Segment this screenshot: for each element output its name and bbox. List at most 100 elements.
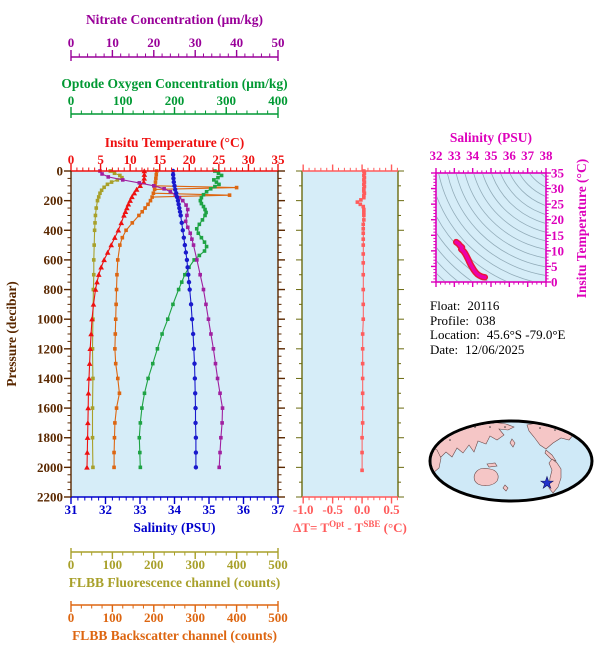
svg-text:20: 20 — [147, 35, 160, 50]
svg-text:400: 400 — [227, 557, 247, 572]
svg-text:15: 15 — [551, 228, 565, 243]
series-backscatter — [112, 169, 239, 470]
svg-text:33: 33 — [134, 502, 148, 517]
axis-nitrate: 0 10 20 30 40 50 Nitrate Concentration (μm/kg) — [68, 12, 285, 61]
svg-text:Salinity (PSU): Salinity (PSU) — [450, 130, 532, 145]
map-land-australia — [473, 468, 499, 486]
axis-pressure: 0 200 400 600 800 1000 1200 1400 1600 1800 2000 220… — [4, 164, 285, 505]
svg-text:200: 200 — [144, 557, 164, 572]
svg-text:0: 0 — [57, 164, 64, 179]
float-value: 20116 — [467, 298, 500, 313]
svg-text:-1.0: -1.0 — [293, 502, 314, 517]
svg-text:33: 33 — [448, 148, 462, 163]
svg-text:25: 25 — [551, 197, 565, 212]
float-info-line-float: Float: 20116 — [430, 298, 565, 314]
svg-text:20: 20 — [551, 212, 564, 227]
svg-text:500: 500 — [268, 610, 288, 625]
svg-text:500: 500 — [268, 557, 288, 572]
svg-text:10: 10 — [551, 243, 564, 258]
float-info-line-profile: Profile: 038 — [430, 312, 565, 329]
svg-text:200: 200 — [165, 93, 185, 108]
svg-text:ΔT= TOpt - TSBE (°C): ΔT= TOpt - TSBE (°C) — [293, 519, 407, 535]
series-salinity — [170, 168, 199, 470]
svg-text:400: 400 — [44, 223, 64, 238]
float-info-line-date: Date: 12/06/2025 — [430, 341, 565, 358]
map-texture-dots — [449, 426, 566, 441]
float-label: Float: — [430, 298, 461, 313]
axis-salinity: 31 32 33 34 35 36 37 Salinity (PSU) — [65, 496, 286, 535]
svg-text:37: 37 — [272, 502, 286, 517]
svg-text:1800: 1800 — [37, 430, 63, 445]
svg-text:100: 100 — [103, 557, 123, 572]
svg-text:Optode Oxygen Concentration (μ: Optode Oxygen Concentration (μm/kg) — [61, 76, 287, 91]
svg-text:31: 31 — [65, 502, 78, 517]
series-nitrate — [98, 169, 225, 470]
svg-text:800: 800 — [44, 282, 64, 297]
svg-text:34: 34 — [466, 148, 480, 163]
svg-text:32: 32 — [430, 148, 443, 163]
svg-text:300: 300 — [217, 93, 237, 108]
svg-text:20: 20 — [183, 152, 196, 167]
svg-text:Insitu Temperature (°C): Insitu Temperature (°C) — [105, 135, 244, 150]
profile-label: Profile: — [430, 312, 469, 328]
panel-backgrounds — [71, 171, 546, 497]
world-map — [428, 419, 594, 503]
svg-text:Pressure (decibar): Pressure (decibar) — [4, 281, 19, 387]
profile-chart — [84, 168, 239, 470]
svg-text:10: 10 — [106, 35, 119, 50]
svg-text:30: 30 — [189, 35, 202, 50]
svg-text:32: 32 — [99, 502, 112, 517]
svg-text:200: 200 — [44, 193, 64, 208]
ts-curve — [454, 240, 487, 280]
svg-text:40: 40 — [230, 35, 243, 50]
svg-text:0: 0 — [68, 93, 75, 108]
svg-text:600: 600 — [44, 252, 64, 267]
svg-text:0: 0 — [68, 35, 75, 50]
svg-text:50: 50 — [272, 35, 285, 50]
svg-text:35: 35 — [551, 166, 565, 181]
profile-value: 038 — [476, 312, 496, 328]
ts-chart — [452, 238, 489, 281]
svg-text:1000: 1000 — [37, 312, 63, 327]
svg-text:1200: 1200 — [37, 341, 63, 356]
svg-text:300: 300 — [185, 557, 205, 572]
svg-text:15: 15 — [153, 152, 167, 167]
location-label: Location: — [430, 327, 480, 343]
map-land-new-zealand — [502, 484, 509, 492]
svg-text:0: 0 — [68, 152, 75, 167]
axis-oxygen: 0 100 200 300 400 Optode Oxygen Concentration… — [61, 76, 288, 118]
svg-text:38: 38 — [540, 148, 554, 163]
svg-text:35: 35 — [485, 148, 499, 163]
svg-text:2000: 2000 — [37, 460, 63, 475]
svg-text:1600: 1600 — [37, 401, 63, 416]
svg-text:400: 400 — [268, 93, 288, 108]
svg-text:30: 30 — [551, 181, 564, 196]
svg-text:Insitu Temperature (°C): Insitu Temperature (°C) — [574, 159, 589, 298]
map-land-south-america — [548, 458, 562, 494]
svg-text:100: 100 — [113, 93, 133, 108]
svg-text:36: 36 — [503, 148, 517, 163]
series-oxygen — [137, 169, 224, 470]
svg-text:0.5: 0.5 — [383, 502, 400, 517]
map-outline — [428, 419, 594, 503]
date-value: 12/06/2025 — [465, 341, 525, 357]
svg-text:5: 5 — [551, 259, 558, 274]
axis-temperature: 0 5 10 15 20 25 30 35 Insitu Temperature (°C) — [68, 135, 286, 172]
svg-text:2200: 2200 — [37, 490, 63, 505]
svg-text:0: 0 — [68, 610, 75, 625]
svg-text:100: 100 — [103, 610, 123, 625]
svg-text:35: 35 — [272, 152, 286, 167]
location-value: 45.6°S -79.0°E — [486, 327, 566, 343]
svg-text:37: 37 — [521, 148, 535, 163]
svg-text:300: 300 — [185, 610, 205, 625]
float-info-line-location: Location: 45.6°S -79.0°E — [430, 327, 566, 343]
svg-text:34: 34 — [168, 502, 182, 517]
svg-text:400: 400 — [227, 610, 247, 625]
date-label: Date: — [430, 341, 459, 357]
map-land-japan — [509, 438, 516, 448]
svg-text:200: 200 — [144, 610, 164, 625]
axis-backscatter: 0 100 200 300 400 500 FLBB Backscatter channel… — [68, 601, 288, 643]
svg-text:Nitrate Concentration (μm/kg): Nitrate Concentration (μm/kg) — [86, 12, 263, 27]
